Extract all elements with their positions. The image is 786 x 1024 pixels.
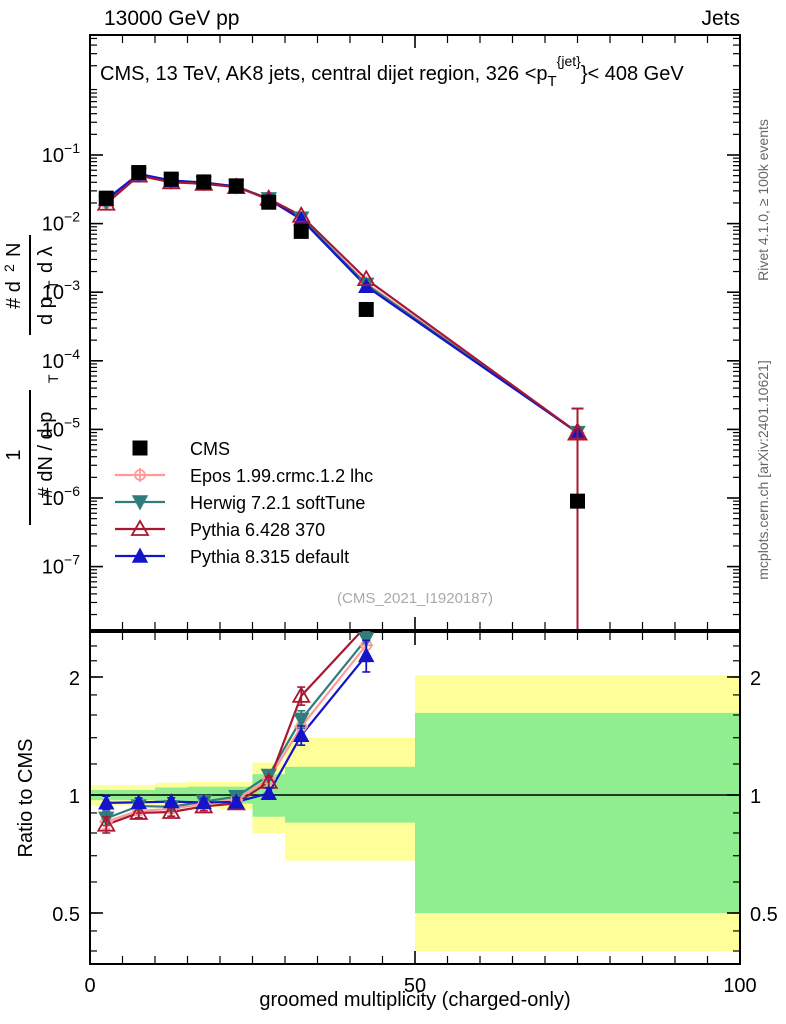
marker-triangle-up-open: [291, 205, 311, 223]
ratio-x-ticks: [89, 632, 741, 964]
ylabel-den-lambda: d λ: [35, 246, 57, 273]
ratio-data-series: [96, 631, 375, 834]
marker-triangle-up: [358, 646, 375, 663]
sidebar-source-url: mcplots.cern.ch [arXiv:2401.10621]: [755, 360, 771, 579]
marker-triangle-up: [131, 547, 149, 563]
ratio-x-tick-labels: 0 50 100: [84, 975, 756, 997]
ylabel-den-left: # dN / d p: [35, 412, 57, 499]
marker-triangle-up-open: [566, 421, 589, 441]
ylabel-den-left-sub: T: [45, 374, 61, 383]
legend-label-3: Pythia 6.428 370: [190, 520, 325, 540]
marker-triangle-down: [293, 712, 310, 728]
main-panel-frame: [89, 34, 741, 631]
ratio-y-tick-label: 0.5: [52, 904, 80, 926]
marker-square: [196, 174, 212, 190]
marker-square: [293, 223, 309, 239]
series-line-pythia-6-428-370: [105, 174, 579, 434]
legend: CMS Epos 1.99.crmc.1.2 lhc Herwig 7.2.1 so…: [115, 439, 373, 567]
legend-label-2: Herwig 7.2.1 softTune: [190, 493, 365, 513]
header-beam-label: 13000 GeV pp: [104, 7, 239, 30]
plot-title-pre: CMS, 13 TeV, AK8 jets, central dijet reg…: [100, 63, 548, 85]
marker-square: [132, 440, 148, 456]
main-x-ticks: [89, 35, 741, 630]
legend-label-0: CMS: [190, 439, 230, 459]
main-y-axis-label: 1 # dN / d p T # d 2 N d p T d λ: [1, 235, 61, 525]
header-analysis-label: Jets: [701, 7, 740, 30]
sidebar-rivet-version: Rivet 4.1.0, ≥ 100k events: [755, 119, 771, 281]
x-tick-label: 50: [404, 975, 426, 997]
main-y-tick-label: 10−5: [42, 414, 80, 441]
legend-label-1: Epos 1.99.crmc.1.2 lhc: [190, 466, 373, 486]
legend-label-4: Pythia 8.315 default: [190, 547, 349, 567]
series-line-epos-1-99-crmc-1-2-lhc: [105, 174, 579, 434]
x-tick-label: 100: [723, 975, 756, 997]
marker-square: [358, 301, 374, 317]
main-data-series: [96, 165, 589, 629]
plot-title-sup: {jet}: [557, 53, 581, 69]
marker-square: [228, 178, 244, 194]
ylabel-num-N: N: [3, 243, 25, 257]
ratio-y-tick-label: 1: [69, 786, 80, 808]
ylabel-num-right: # d: [3, 281, 25, 309]
marker-triangle-up: [130, 793, 147, 810]
main-y-tick-label: 10−1: [42, 140, 80, 167]
ratio-y-tick-label-right: 2: [750, 668, 761, 690]
plot-title: CMS, 13 TeV, AK8 jets, central dijet reg…: [100, 53, 684, 90]
main-y-tick-label: 10−2: [42, 209, 80, 236]
ratio-y-ticks: [90, 645, 740, 952]
ratio-y-tick-labels: 2 2 1 1 0.5 0.5: [52, 668, 778, 926]
main-y-tick-label: 10−7: [42, 552, 80, 579]
marker-triangle-up: [98, 794, 115, 810]
main-y-tick-labels: 10−1 10−2 10−3 10−4 10−5 10−6 10−7: [42, 140, 80, 579]
marker-triangle-up-open: [96, 814, 116, 832]
marker-triangle-up: [195, 794, 212, 810]
ratio-y-axis-label: Ratio to CMS: [15, 739, 37, 858]
ylabel-den-right-sub: T: [45, 280, 61, 289]
analysis-id-watermark: (CMS_2021_I1920187): [337, 590, 493, 607]
marker-triangle-down: [358, 632, 375, 648]
ratio-uncertainty-bands: [90, 675, 740, 951]
marker-triangle-down: [131, 495, 149, 511]
plot-title-post: }< 408 GeV: [581, 63, 685, 85]
main-y-tick-label: 10−3: [42, 277, 80, 304]
marker-triangle-up-open: [356, 269, 376, 287]
ylabel-num-left: 1: [3, 449, 25, 460]
x-tick-label: 0: [84, 975, 95, 997]
band-inner: [415, 712, 740, 914]
marker-square: [261, 194, 277, 210]
ratio-y-tick-label-right: 0.5: [750, 904, 778, 926]
series-line-herwig-7-2-1-softtune: [105, 173, 579, 434]
marker-triangle-up: [228, 793, 245, 809]
marker-triangle-up-open: [291, 686, 311, 703]
marker-square: [163, 171, 179, 187]
marker-square: [98, 190, 114, 206]
ratio-y-tick-label: 2: [69, 668, 80, 690]
marker-triangle-up-open: [161, 802, 181, 819]
marker-triangle-up-open: [130, 519, 150, 536]
ylabel-num-sup: 2: [1, 264, 17, 272]
main-y-ticks: [90, 37, 740, 616]
ratio-y-tick-label-right: 1: [750, 786, 761, 808]
plot-title-sub: T: [548, 73, 557, 90]
main-y-tick-label: 10−6: [42, 483, 80, 510]
marker-square: [570, 493, 585, 509]
marker-triangle-up: [163, 793, 180, 809]
main-y-tick-label: 10−4: [42, 346, 80, 373]
marker-triangle-up: [260, 784, 277, 801]
ylabel-den-right: d p: [35, 297, 57, 325]
marker-triangle-up-open: [129, 803, 149, 820]
x-axis-label: groomed multiplicity (charged-only): [259, 989, 570, 1011]
series-line-pythia-8-315-default: [105, 172, 579, 434]
marker-triangle-up: [293, 726, 310, 743]
marker-square: [131, 165, 147, 181]
